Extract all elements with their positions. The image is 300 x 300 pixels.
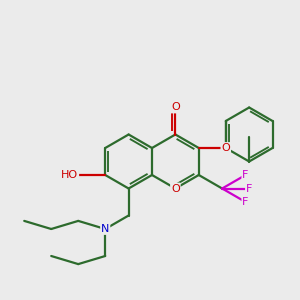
Text: O: O	[171, 103, 180, 112]
Text: F: F	[242, 170, 249, 180]
Text: O: O	[221, 143, 230, 153]
Text: N: N	[101, 224, 110, 234]
Text: HO: HO	[61, 170, 78, 180]
Text: O: O	[171, 184, 180, 194]
Text: F: F	[246, 184, 252, 194]
Text: F: F	[242, 197, 249, 207]
